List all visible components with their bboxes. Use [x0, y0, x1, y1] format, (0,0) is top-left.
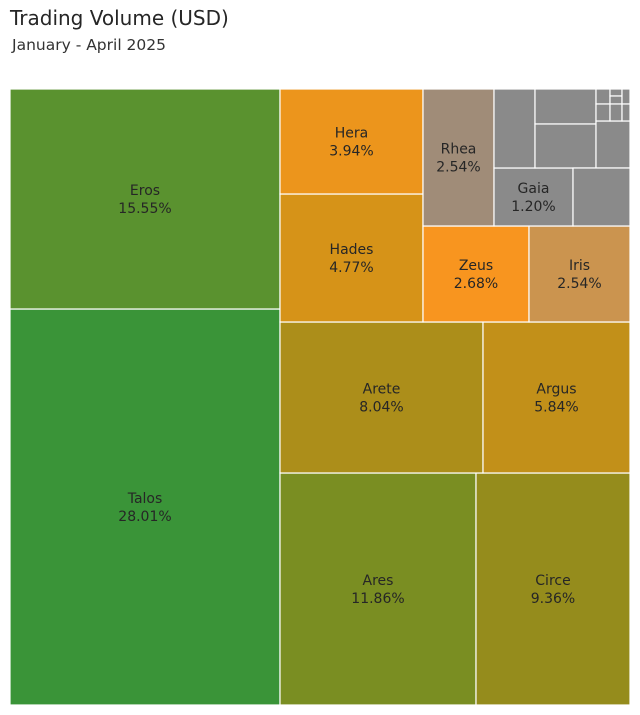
tile-label-rhea: Rhea	[441, 142, 477, 158]
tile-zeus	[422, 225, 530, 323]
tile-label-zeus: Zeus	[459, 258, 493, 274]
tile-value-argus: 5.84%	[534, 400, 578, 416]
tile-ares	[279, 472, 477, 706]
tile-unlabeled-12	[621, 103, 631, 122]
tile-label-hera: Hera	[335, 126, 368, 142]
tile-unlabeled-5	[572, 167, 631, 227]
tile-hera	[279, 88, 424, 195]
tile-value-rhea: 2.54%	[436, 160, 480, 176]
tile-unlabeled-9	[621, 88, 631, 105]
tile-argus	[482, 321, 631, 474]
tile-hades	[279, 193, 424, 323]
tile-label-talos: Talos	[127, 491, 163, 507]
tile-unlabeled-4	[595, 120, 631, 169]
tile-circe	[475, 472, 631, 706]
tile-unlabeled-6	[595, 88, 611, 105]
tile-talos	[9, 308, 281, 706]
tile-unlabeled-8	[609, 95, 623, 105]
tile-value-talos: 28.01%	[118, 509, 171, 525]
tile-unlabeled-1	[493, 88, 536, 169]
chart-title: Trading Volume (USD)	[10, 6, 229, 30]
tile-label-argus: Argus	[536, 382, 576, 398]
tile-label-circe: Circe	[535, 573, 570, 589]
tile-unlabeled-11	[609, 103, 623, 122]
tile-label-eros: Eros	[130, 183, 160, 199]
tile-arete	[279, 321, 484, 474]
tile-unlabeled-2	[534, 88, 597, 125]
tile-value-arete: 8.04%	[359, 400, 403, 416]
tile-value-iris: 2.54%	[557, 276, 601, 292]
tile-value-hades: 4.77%	[329, 260, 373, 276]
tile-value-ares: 11.86%	[351, 591, 404, 607]
chart-subtitle: January - April 2025	[12, 36, 167, 54]
tile-value-eros: 15.55%	[118, 201, 171, 217]
tile-unlabeled-10	[595, 103, 611, 122]
tile-iris	[528, 225, 631, 323]
tile-value-circe: 9.36%	[531, 591, 575, 607]
tile-label-ares: Ares	[363, 573, 394, 589]
tile-gaia	[493, 167, 574, 227]
tile-value-hera: 3.94%	[329, 144, 373, 160]
tile-label-gaia: Gaia	[518, 181, 550, 197]
tile-unlabeled-7	[609, 88, 623, 97]
tile-eros	[9, 88, 281, 310]
tile-unlabeled-3	[534, 123, 597, 169]
tile-label-hades: Hades	[330, 242, 374, 258]
tile-rhea	[422, 88, 495, 227]
tile-label-arete: Arete	[363, 382, 401, 398]
tile-value-zeus: 2.68%	[454, 276, 498, 292]
tile-label-iris: Iris	[569, 258, 590, 274]
tile-value-gaia: 1.20%	[511, 199, 555, 215]
